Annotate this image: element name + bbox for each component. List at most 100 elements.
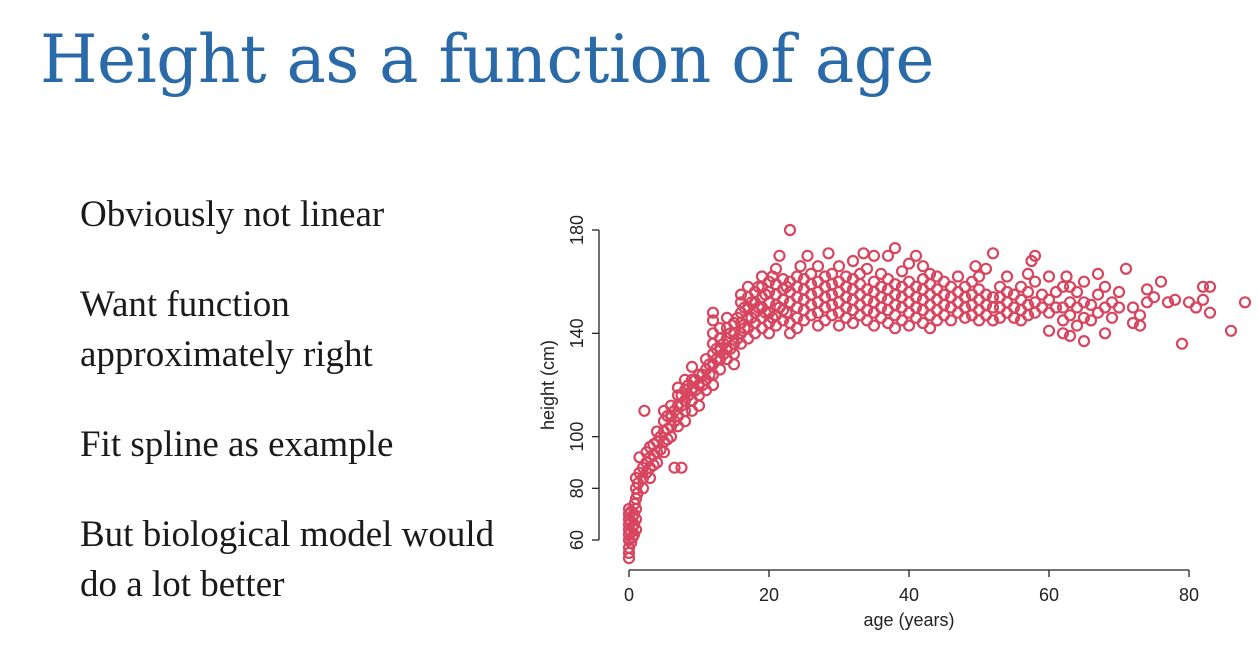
data-point xyxy=(923,288,937,301)
data-point xyxy=(1091,267,1105,281)
data-point xyxy=(993,301,1007,314)
data-point xyxy=(1105,311,1119,324)
scatter-chart: 0 20 40 60 80 age (years) 60 80 100 140 180 height … xyxy=(520,200,1259,666)
bullet-item: Fit spline as example xyxy=(80,424,394,465)
scatter-plot-svg: 0 20 40 60 80 age (years) 60 80 100 140 180 height … xyxy=(538,215,1252,630)
data-point xyxy=(773,249,786,262)
data-point xyxy=(1000,285,1014,299)
data-point xyxy=(706,314,720,327)
data-point xyxy=(1091,288,1105,301)
data-point xyxy=(783,223,797,237)
data-point xyxy=(804,267,818,281)
x-axis-label: age (years) xyxy=(863,610,954,630)
data-point xyxy=(685,404,699,417)
data-point xyxy=(1000,270,1014,283)
y-axis-label: height (cm) xyxy=(538,340,558,430)
data-point xyxy=(1014,280,1028,293)
data-point xyxy=(1189,301,1203,314)
data-point xyxy=(801,249,814,262)
data-point xyxy=(909,280,923,293)
bullet-item: Obviously not linear xyxy=(80,194,385,235)
data-point xyxy=(1112,285,1126,299)
data-point xyxy=(1042,293,1056,306)
data-point xyxy=(937,288,951,301)
data-point xyxy=(1098,280,1112,293)
data-point xyxy=(1056,327,1070,340)
data-point xyxy=(1126,316,1140,330)
data-point xyxy=(1063,280,1077,293)
data-point xyxy=(972,270,986,283)
data-point xyxy=(678,415,692,428)
data-point xyxy=(1133,309,1147,322)
data-point xyxy=(713,363,727,376)
data-point xyxy=(1049,301,1063,314)
data-point xyxy=(675,461,688,474)
data-point xyxy=(888,241,902,255)
data-point xyxy=(881,272,895,286)
data-point xyxy=(930,293,944,306)
data-point xyxy=(902,275,916,288)
data-point xyxy=(1140,296,1154,309)
data-point xyxy=(1077,296,1091,309)
slide-title: Height as a function of age xyxy=(40,21,935,98)
data-point xyxy=(1070,319,1084,332)
data-point xyxy=(1161,296,1175,309)
data-point xyxy=(818,314,832,327)
data-point xyxy=(1042,306,1056,319)
data-point xyxy=(857,247,870,260)
data-point xyxy=(902,257,916,270)
data-point xyxy=(993,291,1007,304)
data-point xyxy=(769,262,783,275)
data-point xyxy=(888,322,902,335)
x-tick-label: 80 xyxy=(1179,585,1199,605)
data-point xyxy=(839,270,853,283)
data-point xyxy=(888,278,902,291)
data-point xyxy=(874,267,888,281)
data-point xyxy=(1098,327,1112,340)
data-point xyxy=(902,296,916,309)
data-point xyxy=(1140,283,1154,296)
y-tick-label: 60 xyxy=(567,530,587,550)
y-tick-label: 80 xyxy=(567,478,587,498)
data-point xyxy=(1112,301,1126,314)
data-point xyxy=(1060,270,1073,283)
data-point xyxy=(752,280,765,293)
x-tick-label: 20 xyxy=(759,585,779,605)
data-point xyxy=(951,285,965,299)
data-point xyxy=(951,270,965,283)
data-point xyxy=(741,332,755,345)
axes: 0 20 40 60 80 age (years) 60 80 100 140 180 height … xyxy=(538,215,1199,630)
data-point xyxy=(902,285,916,299)
data-point xyxy=(706,378,720,392)
data-point xyxy=(923,267,937,281)
data-point xyxy=(1168,293,1182,306)
data-point xyxy=(1042,270,1056,283)
data-point xyxy=(1070,285,1084,299)
data-point xyxy=(738,322,751,335)
data-point xyxy=(1070,301,1084,314)
data-point xyxy=(1196,293,1210,306)
data-point xyxy=(668,461,681,474)
data-point xyxy=(1063,296,1077,309)
data-point xyxy=(638,404,651,417)
data-point xyxy=(979,262,993,275)
data-point xyxy=(902,306,916,319)
x-tick-label: 0 xyxy=(624,585,634,605)
data-point xyxy=(993,280,1007,293)
data-point xyxy=(633,451,646,464)
data-point xyxy=(818,270,832,283)
data-point xyxy=(1021,298,1035,312)
data-point xyxy=(923,309,937,322)
data-point xyxy=(846,254,860,268)
data-point xyxy=(874,280,888,293)
data-point xyxy=(1021,267,1035,281)
data-point xyxy=(1077,311,1091,324)
data-point xyxy=(846,316,860,330)
data-point xyxy=(916,260,930,273)
data-point xyxy=(853,298,867,312)
data-point xyxy=(832,260,846,273)
data-point xyxy=(685,360,699,373)
y-tick-label: 100 xyxy=(567,422,587,452)
data-point xyxy=(1182,296,1196,309)
data-point xyxy=(1063,329,1077,342)
